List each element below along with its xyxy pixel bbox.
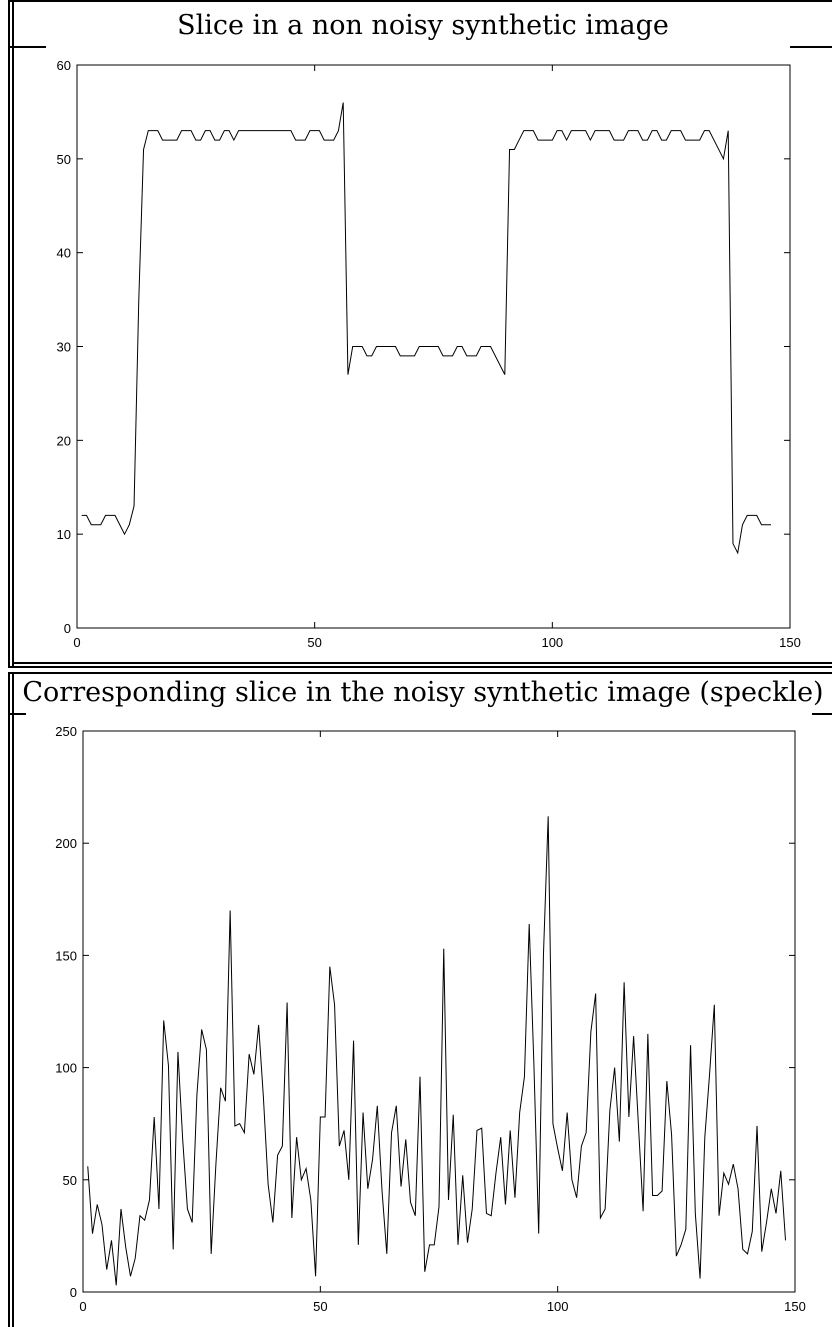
- chart-1-x-tick-label: 50: [307, 635, 321, 650]
- panel-2-title-rule-right: [812, 713, 832, 715]
- chart-2-axes-box: [82, 730, 796, 1293]
- chart-1-x-tick-label: 0: [73, 635, 80, 650]
- panel-1-bottom-rule: [12, 662, 832, 664]
- chart-2-title: Corresponding slice in the noisy synthet…: [22, 677, 824, 708]
- chart-1-y-tick-label: 30: [57, 340, 71, 355]
- chart-2-x-tick-label: 150: [784, 1299, 806, 1314]
- chart-1-y-tick-label: 0: [64, 621, 71, 636]
- panel-1-bottom-rule-2: [8, 666, 832, 668]
- panel-2-left-border-inner: [12, 672, 14, 1327]
- chart-1-y-tick-label: 50: [57, 152, 71, 167]
- panel-1-top-rule: [8, 0, 832, 2]
- chart-2-x-tick-label: 50: [313, 1299, 327, 1314]
- chart-2-x-tick-label: 0: [79, 1299, 86, 1314]
- chart-2-x-tick-label: 100: [547, 1299, 569, 1314]
- chart-2-y-tick-label: 100: [55, 1061, 77, 1076]
- chart-2-series-line: [87, 816, 787, 1286]
- chart-2-y-tick-label: 200: [55, 836, 77, 851]
- chart-1-title: Slice in a non noisy synthetic image: [177, 10, 669, 41]
- chart-1-y-tick-label: 20: [57, 433, 71, 448]
- chart-1-x-tick-label: 100: [541, 635, 563, 650]
- panel-1-left-border-inner: [12, 0, 14, 666]
- chart-2-y-tick-label: 0: [70, 1285, 77, 1300]
- panel-1-title-rule-left: [8, 46, 46, 48]
- panel-1-title-rule-right: [790, 46, 832, 48]
- chart-1-y-tick-label: 10: [57, 527, 71, 542]
- chart-2-y-tick-label: 150: [55, 948, 77, 963]
- panel-2-top-rule: [8, 672, 832, 674]
- panel-2-title-rule-left: [8, 713, 26, 715]
- chart-1-series-line: [81, 102, 771, 555]
- chart-2-y-tick-label: 250: [55, 724, 77, 739]
- chart-1-y-tick-label: 60: [57, 58, 71, 73]
- chart-1-y-tick-label: 40: [57, 246, 71, 261]
- chart-2-y-tick-label: 50: [63, 1173, 77, 1188]
- chart-1-x-tick-label: 150: [779, 635, 801, 650]
- panel-1-left-border: [8, 0, 10, 666]
- panel-2-left-border: [8, 672, 10, 1327]
